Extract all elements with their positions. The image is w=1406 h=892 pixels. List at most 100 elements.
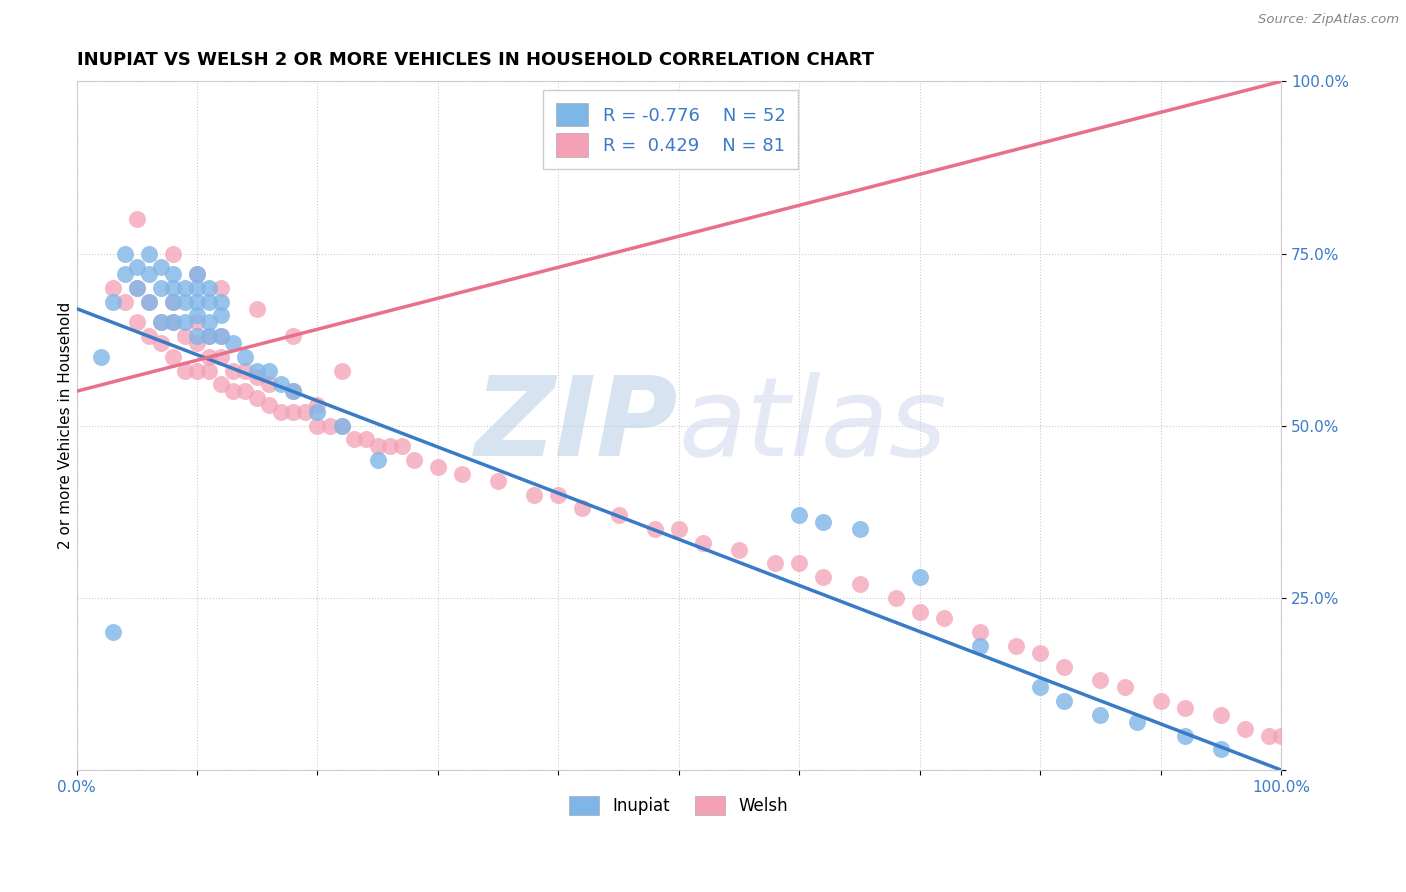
Point (186, 329, 208, 343)
Point (246, 391, 269, 405)
Point (162, 246, 184, 260)
Point (330, 418, 353, 433)
Legend: Inupiat, Welsh: Inupiat, Welsh (561, 788, 797, 823)
Point (149, 281, 172, 295)
Point (294, 405, 316, 419)
Point (125, 212, 148, 227)
Point (1233, 722, 1256, 736)
Point (523, 487, 546, 501)
Point (233, 384, 256, 399)
Point (186, 281, 208, 295)
Point (402, 453, 425, 467)
Point (246, 301, 269, 316)
Point (1174, 729, 1197, 743)
Text: atlas: atlas (679, 372, 948, 479)
Point (162, 281, 184, 295)
Point (186, 336, 208, 351)
Point (1053, 659, 1076, 673)
Point (307, 398, 329, 412)
Point (149, 260, 172, 275)
Point (174, 315, 197, 329)
Point (728, 542, 751, 557)
Point (1114, 681, 1136, 695)
Point (848, 577, 870, 591)
Point (174, 363, 197, 377)
Point (162, 315, 184, 329)
Point (174, 281, 197, 295)
Point (330, 418, 353, 433)
Point (1090, 707, 1112, 722)
Point (138, 329, 160, 343)
Point (101, 625, 124, 640)
Point (1125, 714, 1147, 729)
Point (1209, 707, 1232, 722)
Point (1270, 729, 1292, 743)
Point (114, 267, 136, 281)
Point (101, 294, 124, 309)
Point (138, 294, 160, 309)
Point (222, 336, 245, 351)
Point (378, 439, 401, 453)
Text: Source: ZipAtlas.com: Source: ZipAtlas.com (1258, 13, 1399, 27)
Point (787, 557, 810, 571)
Y-axis label: 2 or more Vehicles in Household: 2 or more Vehicles in Household (58, 302, 73, 549)
Point (101, 281, 124, 295)
Point (162, 294, 184, 309)
Point (1053, 694, 1076, 708)
Point (114, 294, 136, 309)
Point (969, 625, 991, 640)
Point (138, 267, 160, 281)
Point (908, 605, 931, 619)
Point (270, 377, 292, 392)
Point (198, 329, 221, 343)
Point (342, 433, 364, 447)
Point (125, 281, 148, 295)
Point (174, 329, 197, 343)
Point (186, 294, 208, 309)
Point (270, 405, 292, 419)
Point (186, 315, 208, 329)
Point (354, 433, 377, 447)
Point (162, 315, 184, 329)
Point (186, 267, 208, 281)
Point (222, 384, 245, 399)
Point (318, 418, 340, 433)
Point (1258, 729, 1281, 743)
Point (644, 522, 666, 536)
Point (138, 246, 160, 260)
Point (149, 315, 172, 329)
Point (884, 591, 907, 605)
Text: INUPIAT VS WELSH 2 OR MORE VEHICLES IN HOUSEHOLD CORRELATION CHART: INUPIAT VS WELSH 2 OR MORE VEHICLES IN H… (76, 51, 873, 69)
Point (125, 281, 148, 295)
Point (1209, 742, 1232, 756)
Point (813, 570, 835, 584)
Point (668, 522, 690, 536)
Point (1090, 673, 1112, 688)
Point (149, 336, 172, 351)
Point (186, 363, 208, 377)
Point (1029, 646, 1052, 660)
Point (198, 329, 221, 343)
Point (932, 611, 955, 625)
Point (186, 267, 208, 281)
Point (367, 439, 389, 453)
Point (162, 294, 184, 309)
Point (125, 315, 148, 329)
Point (162, 350, 184, 364)
Point (209, 281, 232, 295)
Point (174, 294, 197, 309)
Point (209, 329, 232, 343)
Point (259, 377, 281, 392)
Point (198, 281, 221, 295)
Point (233, 350, 256, 364)
Point (547, 487, 569, 501)
Point (209, 329, 232, 343)
Point (283, 384, 305, 399)
Point (486, 474, 509, 488)
Point (114, 246, 136, 260)
Point (848, 522, 870, 536)
Point (367, 453, 389, 467)
Point (307, 418, 329, 433)
Point (391, 439, 413, 453)
Point (307, 405, 329, 419)
